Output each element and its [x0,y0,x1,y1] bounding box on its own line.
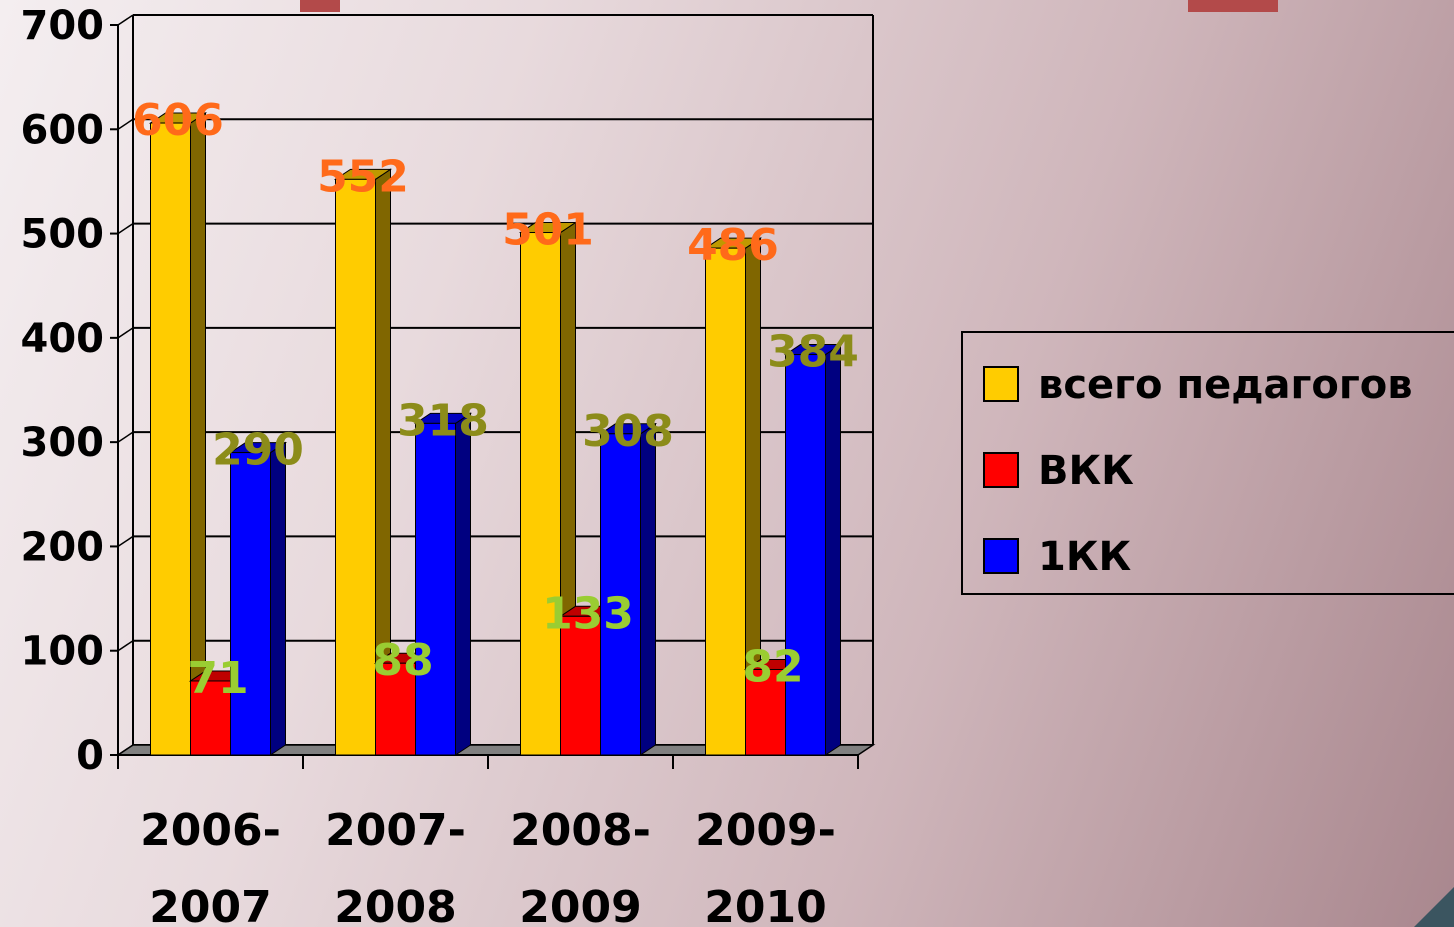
legend-swatch-2 [983,452,1019,488]
bar-2-2 [375,662,416,756]
data-label-1-2: 71 [187,653,248,704]
x-tick-label-1-line-2: 2007 [149,882,271,927]
x-tick-label-2-line-1: 2007- [325,805,466,856]
x-tick-label-4-line-2: 2010 [704,882,826,927]
y-tick-label-100: 100 [21,629,105,675]
legend-label-1: всего педагогов [1038,362,1413,408]
top-decoration-left [300,0,340,12]
data-label-2-2: 88 [372,635,433,686]
data-label-3-3: 308 [582,406,674,457]
legend-label-3: 1КК [1038,534,1132,580]
x-tick-label-3-line-1: 2008- [510,805,651,856]
side-gridline-200 [117,535,134,548]
y-tick-label-500: 500 [21,212,105,258]
data-label-2-3: 318 [397,395,489,446]
bar-2-3 [415,422,456,756]
y-tick-label-600: 600 [21,107,105,153]
x-tick-label-2-line-2: 2008 [334,882,456,927]
legend-swatch-1 [983,366,1019,402]
x-tick-label-3-line-2: 2009 [519,882,641,927]
top-decoration-right [1188,0,1278,12]
x-tick-label-1-line-1: 2006- [140,805,281,856]
data-label-4-2: 82 [742,641,803,692]
side-gridline-100 [117,640,134,652]
side-gridline-500 [117,222,134,235]
data-label-3-1: 501 [502,205,594,256]
data-label-2-1: 552 [317,151,409,202]
bar-3-1 [520,232,561,756]
side-gridline-400 [117,327,134,339]
side-gridline-600 [117,118,134,130]
side-gridline-700 [117,14,134,26]
data-label-3-2: 133 [542,588,634,639]
legend-box [961,331,1454,595]
bar-4-2 [745,668,786,756]
bar-2-1 [335,178,376,756]
y-tick-label-0: 0 [76,733,104,779]
data-label-4-1: 486 [687,220,779,271]
corner-decoration [1414,887,1454,927]
y-tick-label-400: 400 [21,316,105,362]
side-gridline-300 [117,431,134,443]
bar-2-3-side [455,412,471,756]
bar-1-3-side [270,441,286,756]
data-label-4-3: 384 [767,327,859,378]
bar-3-2 [560,615,601,756]
bar-3-3 [600,433,641,756]
bar-4-3 [785,354,826,756]
data-label-1-1: 606 [132,95,224,146]
data-label-1-3: 290 [212,425,304,476]
y-tick-label-300: 300 [21,420,105,466]
x-tick-label-4-line-1: 2009- [695,805,836,856]
bar-4-1 [705,247,746,756]
bar-1-2 [190,680,231,756]
legend-swatch-3 [983,538,1019,574]
bar-1-3 [230,452,271,756]
bar-1-1 [150,122,191,756]
bar-4-3-side [825,343,841,756]
y-tick-label-700: 700 [21,3,105,49]
legend-label-2: ВКК [1038,448,1134,494]
bar-3-3-side [640,422,656,756]
y-tick-label-200: 200 [21,524,105,570]
